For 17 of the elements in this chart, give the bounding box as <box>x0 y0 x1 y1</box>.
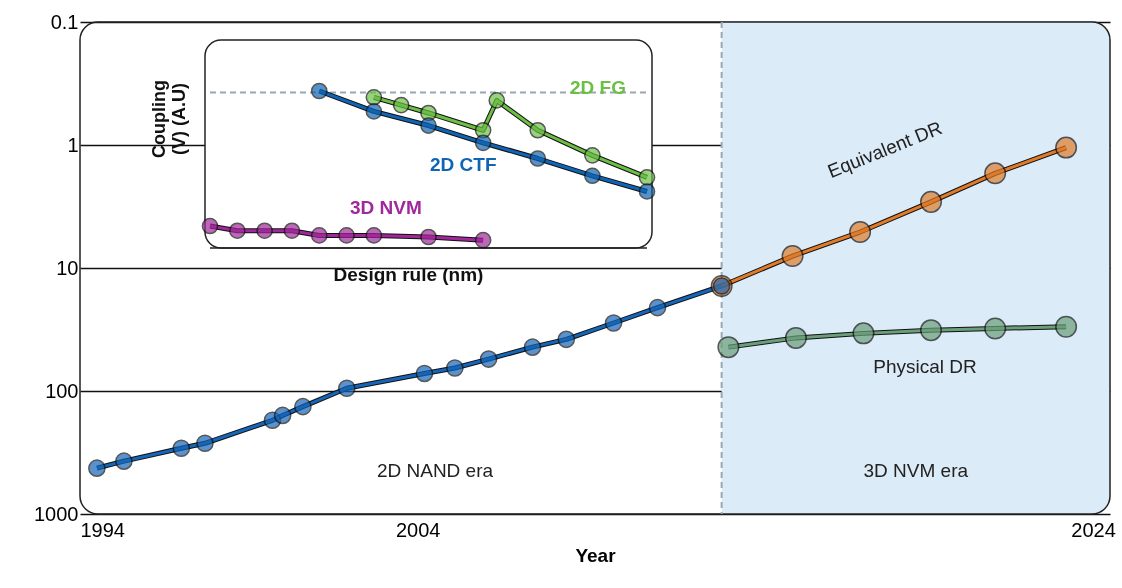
x-tick-label: 2024 <box>1071 518 1116 541</box>
series-label: 3D NVM <box>350 197 422 218</box>
annotation: 2D NAND era <box>376 460 494 481</box>
y-tick-label: 10 <box>56 256 79 279</box>
y-tick-label: 0.1 <box>50 10 79 33</box>
x-tick-label: 2004 <box>395 518 441 541</box>
y-tick-label: 1 <box>67 133 79 156</box>
y-tick-label: 1000 <box>34 502 79 525</box>
y-axis-title: Coupling (V) (A.U) <box>149 80 189 158</box>
series-label: 2D CTF <box>430 154 497 175</box>
text: 2D FG <box>570 77 626 98</box>
band-label: 3D NVM era <box>863 460 969 481</box>
y-tick-label: 100 <box>45 379 79 402</box>
x-axis-title: Year <box>575 544 617 566</box>
series-label: Physical DR <box>873 356 977 377</box>
x-tick-label: 1994 <box>80 518 125 541</box>
x-axis-title: Design rule (nm) <box>333 264 484 285</box>
